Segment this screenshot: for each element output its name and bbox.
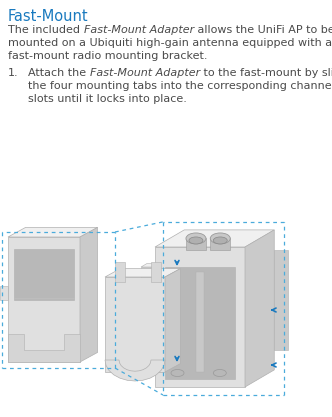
Polygon shape xyxy=(105,269,180,277)
Text: mounted on a Ubiquiti high-gain antenna equipped with a: mounted on a Ubiquiti high-gain antenna … xyxy=(8,38,332,48)
Text: Fast-Mount Adapter: Fast-Mount Adapter xyxy=(90,68,200,78)
Text: to the fast-mount by sliding: to the fast-mount by sliding xyxy=(200,68,332,78)
Text: the four mounting tabs into the corresponding channel: the four mounting tabs into the correspo… xyxy=(28,81,332,91)
Polygon shape xyxy=(165,267,235,379)
Polygon shape xyxy=(14,249,74,300)
Polygon shape xyxy=(80,227,98,362)
Ellipse shape xyxy=(213,237,227,244)
Polygon shape xyxy=(80,288,90,308)
Polygon shape xyxy=(155,247,245,387)
Polygon shape xyxy=(105,360,165,381)
Polygon shape xyxy=(274,250,288,350)
Polygon shape xyxy=(186,239,206,251)
Polygon shape xyxy=(105,277,165,372)
Polygon shape xyxy=(165,269,180,372)
Text: fast-mount radio mounting bracket.: fast-mount radio mounting bracket. xyxy=(8,51,207,61)
Ellipse shape xyxy=(186,233,206,244)
Polygon shape xyxy=(151,262,161,282)
Polygon shape xyxy=(141,264,161,267)
Text: allows the UniFi AP to be: allows the UniFi AP to be xyxy=(194,25,332,35)
Polygon shape xyxy=(115,262,125,282)
Polygon shape xyxy=(210,239,230,251)
Polygon shape xyxy=(8,334,80,362)
Ellipse shape xyxy=(171,369,184,377)
Polygon shape xyxy=(141,267,155,367)
Polygon shape xyxy=(155,230,274,247)
Ellipse shape xyxy=(213,369,226,377)
Polygon shape xyxy=(245,230,274,387)
Text: Fast-Mount Adapter: Fast-Mount Adapter xyxy=(84,25,194,35)
Ellipse shape xyxy=(189,237,203,244)
Polygon shape xyxy=(0,286,8,300)
Text: Attach the: Attach the xyxy=(28,68,90,78)
Text: The included: The included xyxy=(8,25,84,35)
Text: 1.: 1. xyxy=(8,68,19,78)
Text: slots until it locks into place.: slots until it locks into place. xyxy=(28,94,187,104)
Ellipse shape xyxy=(210,233,230,244)
Polygon shape xyxy=(8,237,80,362)
Polygon shape xyxy=(8,227,98,237)
Polygon shape xyxy=(196,272,204,372)
Text: Fast-Mount: Fast-Mount xyxy=(8,9,89,24)
